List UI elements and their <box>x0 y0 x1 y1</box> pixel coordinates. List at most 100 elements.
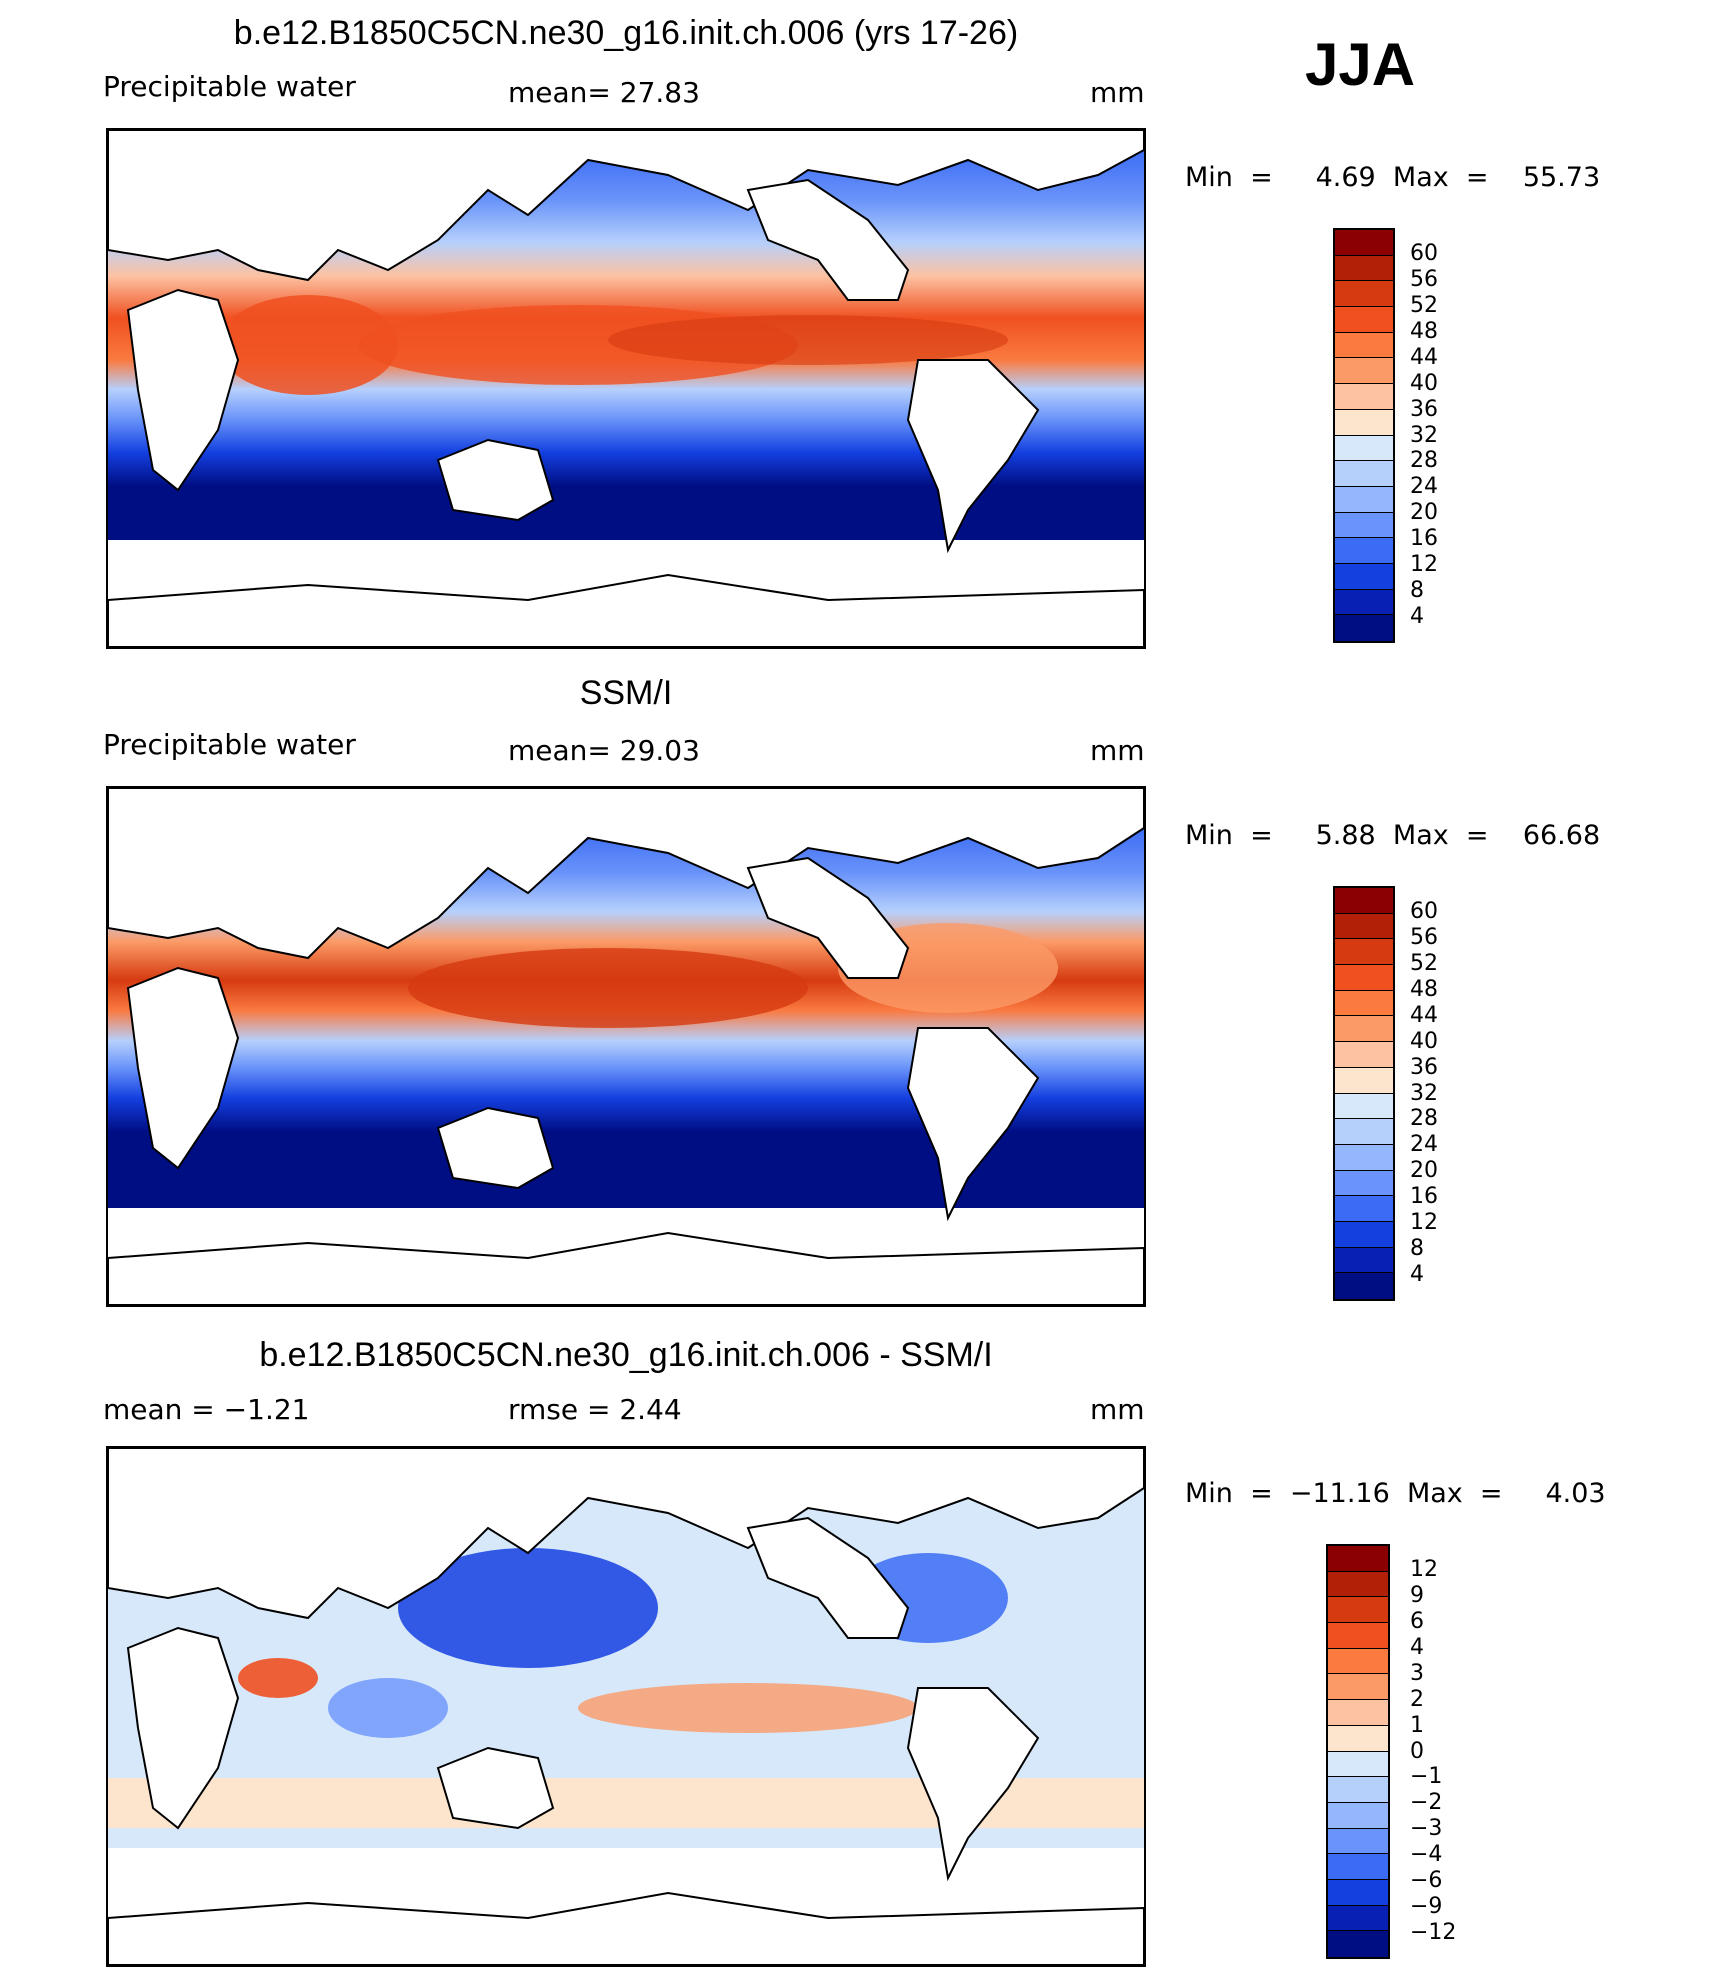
panel3-colorbar <box>1326 1544 1390 1959</box>
colorbar-tick-label: 1 <box>1410 1712 1424 1738</box>
colorbar-tick-label: 8 <box>1410 1236 1424 1262</box>
colorbar-tick-label: 56 <box>1410 266 1438 292</box>
colorbar-swatch <box>1335 307 1393 333</box>
colorbar-swatch <box>1328 1725 1388 1752</box>
colorbar-tick-label: 28 <box>1410 1106 1438 1132</box>
colorbar-swatch <box>1335 913 1393 940</box>
colorbar-swatch <box>1335 512 1393 539</box>
panel2-units: mm <box>1090 734 1145 767</box>
colorbar-tick-label: 32 <box>1410 422 1438 448</box>
colorbar-tick-label: 56 <box>1410 924 1438 950</box>
colorbar-swatch <box>1335 435 1393 462</box>
panel2-title: SSM/I <box>579 674 673 712</box>
colorbar-swatch <box>1328 1931 1388 1957</box>
colorbar-tick-label: 52 <box>1410 292 1438 318</box>
panel1-units: mm <box>1090 76 1145 109</box>
colorbar-swatch <box>1335 1170 1393 1197</box>
panel3-minmax: Min = −11.16 Max = 4.03 <box>1185 1478 1606 1509</box>
colorbar-swatch <box>1335 409 1393 436</box>
colorbar-swatch <box>1335 888 1393 914</box>
colorbar-tick-label: −6 <box>1410 1868 1443 1894</box>
colorbar-swatch <box>1328 1597 1388 1624</box>
colorbar-swatch <box>1328 1571 1388 1598</box>
colorbar-swatch <box>1335 563 1393 590</box>
panel1-mean-label: mean= 27.83 <box>508 76 700 109</box>
colorbar-swatch <box>1335 230 1393 256</box>
colorbar-swatch <box>1328 1751 1388 1778</box>
colorbar-swatch <box>1335 461 1393 487</box>
colorbar-swatch <box>1335 1119 1393 1145</box>
colorbar-swatch <box>1328 1546 1388 1572</box>
colorbar-tick-label: 12 <box>1410 1210 1438 1236</box>
colorbar-swatch <box>1335 1273 1393 1299</box>
colorbar-swatch <box>1328 1674 1388 1701</box>
colorbar-tick-label: 48 <box>1410 318 1438 344</box>
colorbar-swatch <box>1335 1067 1393 1094</box>
colorbar-tick-label: 52 <box>1410 950 1438 976</box>
colorbar-tick-label: 40 <box>1410 370 1438 396</box>
colorbar-tick-label: −2 <box>1410 1790 1443 1816</box>
colorbar-tick-label: 3 <box>1410 1660 1424 1686</box>
colorbar-tick-label: 44 <box>1410 344 1438 370</box>
colorbar-swatch <box>1328 1777 1388 1803</box>
panel2-mean-label: mean= 29.03 <box>508 734 700 767</box>
panel1-minmax: Min = 4.69 Max = 55.73 <box>1185 162 1601 193</box>
colorbar-swatch <box>1335 384 1393 410</box>
colorbar-tick-label: 4 <box>1410 604 1424 630</box>
colorbar-tick-label: 36 <box>1410 396 1438 422</box>
colorbar-swatch <box>1335 1016 1393 1043</box>
colorbar-swatch <box>1328 1700 1388 1726</box>
colorbar-tick-label: −4 <box>1410 1842 1443 1868</box>
colorbar-tick-label: 12 <box>1410 552 1438 578</box>
colorbar-tick-label: 40 <box>1410 1028 1438 1054</box>
colorbar-tick-label: 8 <box>1410 578 1424 604</box>
colorbar-tick-label: 9 <box>1410 1582 1424 1608</box>
colorbar-tick-label: 12 <box>1410 1556 1438 1582</box>
model-precipitable-water-map <box>106 128 1146 649</box>
colorbar-swatch <box>1328 1828 1388 1855</box>
colorbar-tick-label: −12 <box>1410 1920 1457 1946</box>
panel2-variable-label: Precipitable water <box>103 728 356 761</box>
colorbar-swatch <box>1328 1879 1388 1906</box>
colorbar-swatch <box>1328 1648 1388 1675</box>
colorbar-swatch <box>1335 939 1393 966</box>
colorbar-swatch <box>1328 1623 1388 1649</box>
colorbar-tick-label: −9 <box>1410 1894 1443 1920</box>
colorbar-tick-label: 24 <box>1410 474 1438 500</box>
panel3-units: mm <box>1090 1393 1145 1426</box>
colorbar-tick-label: 6 <box>1410 1608 1424 1634</box>
colorbar-tick-label: 36 <box>1410 1054 1438 1080</box>
panel2-minmax: Min = 5.88 Max = 66.68 <box>1185 820 1601 851</box>
colorbar-swatch <box>1335 332 1393 359</box>
colorbar-tick-label: −3 <box>1410 1816 1443 1842</box>
panel2-colorbar <box>1333 886 1395 1301</box>
ssmi-precipitable-water-map <box>106 786 1146 1307</box>
colorbar-swatch <box>1335 1042 1393 1068</box>
colorbar-tick-label: 20 <box>1410 1158 1438 1184</box>
colorbar-tick-label: 60 <box>1410 240 1438 266</box>
colorbar-tick-label: 4 <box>1410 1262 1424 1288</box>
colorbar-swatch <box>1335 589 1393 616</box>
colorbar-tick-label: 44 <box>1410 1002 1438 1028</box>
colorbar-tick-label: 2 <box>1410 1686 1424 1712</box>
colorbar-tick-label: 20 <box>1410 500 1438 526</box>
colorbar-swatch <box>1328 1802 1388 1829</box>
colorbar-tick-label: 0 <box>1410 1738 1424 1764</box>
colorbar-swatch <box>1335 281 1393 308</box>
panel3-mean-label: mean = −1.21 <box>103 1393 310 1426</box>
map-diff <box>108 1448 1144 1965</box>
colorbar-swatch <box>1328 1854 1388 1880</box>
colorbar-swatch <box>1328 1905 1388 1932</box>
colorbar-swatch <box>1335 486 1393 513</box>
colorbar-tick-label: 28 <box>1410 448 1438 474</box>
colorbar-tick-label: 32 <box>1410 1080 1438 1106</box>
map-model <box>108 130 1144 647</box>
colorbar-swatch <box>1335 1221 1393 1248</box>
colorbar-swatch <box>1335 538 1393 564</box>
colorbar-tick-label: 24 <box>1410 1132 1438 1158</box>
colorbar-swatch <box>1335 1093 1393 1120</box>
colorbar-swatch <box>1335 990 1393 1017</box>
colorbar-swatch <box>1335 1196 1393 1222</box>
panel1-colorbar <box>1333 228 1395 643</box>
panel3-rmse-label: rmse = 2.44 <box>508 1393 682 1426</box>
